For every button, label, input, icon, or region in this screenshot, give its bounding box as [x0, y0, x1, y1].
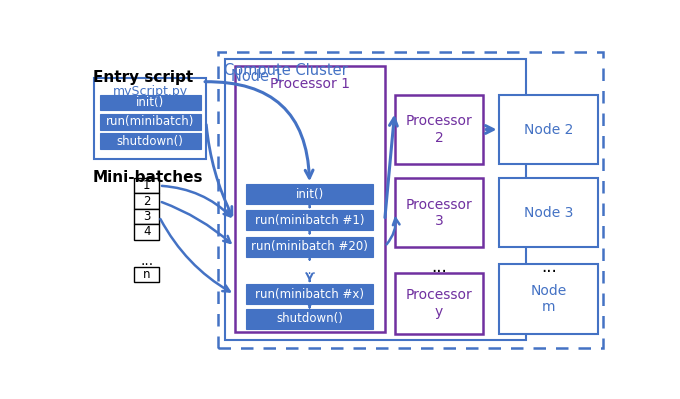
Bar: [135, 224, 159, 240]
Text: Node
m: Node m: [530, 284, 567, 314]
Bar: [135, 194, 159, 209]
Bar: [246, 210, 373, 230]
Text: init(): init(): [136, 96, 165, 109]
Text: init(): init(): [296, 188, 324, 201]
Bar: [135, 209, 159, 224]
Text: n: n: [143, 268, 150, 281]
Bar: [225, 59, 526, 340]
Text: myScript.py: myScript.py: [113, 85, 188, 98]
Bar: [246, 309, 373, 329]
Text: ...: ...: [303, 263, 316, 277]
Bar: [394, 273, 483, 334]
Bar: [135, 267, 159, 282]
Bar: [100, 133, 201, 149]
Text: Node 3: Node 3: [524, 205, 573, 220]
Text: Entry script: Entry script: [93, 70, 193, 85]
Text: 2: 2: [143, 195, 150, 207]
Bar: [394, 95, 483, 164]
Text: Processor 1: Processor 1: [269, 77, 350, 91]
Text: shutdown(): shutdown(): [117, 134, 184, 148]
Bar: [235, 66, 385, 332]
Bar: [499, 178, 598, 247]
Bar: [246, 284, 373, 304]
Bar: [246, 237, 373, 257]
Text: 1: 1: [143, 179, 150, 192]
Bar: [499, 264, 598, 334]
Text: Node 1: Node 1: [231, 69, 284, 84]
Bar: [100, 114, 201, 130]
Text: run(minibatch #x): run(minibatch #x): [255, 288, 364, 301]
Text: ...: ...: [140, 254, 153, 268]
Text: 4: 4: [143, 225, 150, 239]
Text: shutdown(): shutdown(): [276, 312, 343, 326]
Text: run(minibatch): run(minibatch): [106, 115, 194, 128]
Text: ...: ...: [431, 258, 447, 276]
Bar: [246, 184, 373, 204]
Text: run(minibatch #20): run(minibatch #20): [251, 240, 368, 253]
Text: 3: 3: [143, 210, 150, 223]
Text: Node 2: Node 2: [524, 122, 573, 136]
Text: Compute Cluster: Compute Cluster: [224, 63, 347, 77]
Bar: [499, 95, 598, 164]
Text: Processor
y: Processor y: [405, 288, 473, 319]
Bar: [95, 78, 206, 159]
Text: Processor
2: Processor 2: [405, 115, 473, 144]
Text: Mini-batches: Mini-batches: [93, 170, 203, 185]
Text: run(minibatch #1): run(minibatch #1): [255, 214, 364, 227]
Bar: [100, 95, 201, 110]
Bar: [135, 178, 159, 194]
Text: Processor
3: Processor 3: [405, 198, 473, 228]
Bar: [218, 52, 602, 348]
Bar: [394, 178, 483, 247]
Text: ...: ...: [541, 258, 556, 276]
Bar: [246, 263, 373, 278]
